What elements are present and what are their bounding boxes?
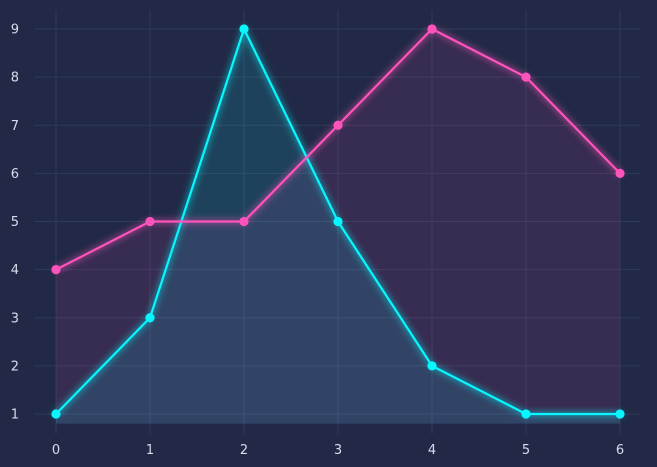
series-1-point-0 [51, 409, 61, 419]
x-tick-label: 0 [52, 443, 60, 458]
series-2-point-1 [145, 216, 155, 227]
x-tick-label: 1 [146, 443, 154, 458]
y-tick-label: 4 [11, 263, 19, 278]
series-2-point-4 [427, 24, 437, 34]
y-tick-label: 7 [11, 119, 19, 134]
x-tick-label: 5 [522, 443, 530, 458]
y-axis-ticks: 1 2 3 4 5 6 7 8 9 [11, 23, 19, 423]
y-tick-label: 2 [11, 359, 19, 374]
x-tick-label: 4 [428, 443, 436, 458]
series-2-point-5 [521, 72, 531, 82]
series-2-point-0 [51, 265, 61, 275]
y-tick-label: 6 [11, 167, 19, 182]
y-tick-label: 8 [11, 71, 19, 86]
series-1-point-4 [427, 361, 437, 371]
series-1-point-2 [239, 24, 249, 34]
series-1-point-3 [333, 216, 343, 227]
series-2-point-2 [239, 216, 249, 227]
series-2-point-6 [615, 168, 625, 178]
series-1-point-1 [145, 313, 155, 323]
x-axis-ticks: 0 1 2 3 4 5 6 [52, 443, 624, 458]
y-tick-label: 1 [11, 408, 19, 423]
y-tick-label: 5 [11, 215, 19, 230]
x-tick-label: 6 [616, 443, 624, 458]
y-tick-label: 9 [11, 23, 19, 38]
y-tick-label: 3 [11, 311, 19, 326]
series-1-point-6 [615, 409, 625, 419]
series-1-point-5 [521, 409, 531, 419]
x-tick-label: 3 [334, 443, 342, 458]
series-2-point-3 [333, 120, 343, 130]
data-points [51, 24, 625, 419]
x-tick-label: 2 [240, 443, 248, 458]
